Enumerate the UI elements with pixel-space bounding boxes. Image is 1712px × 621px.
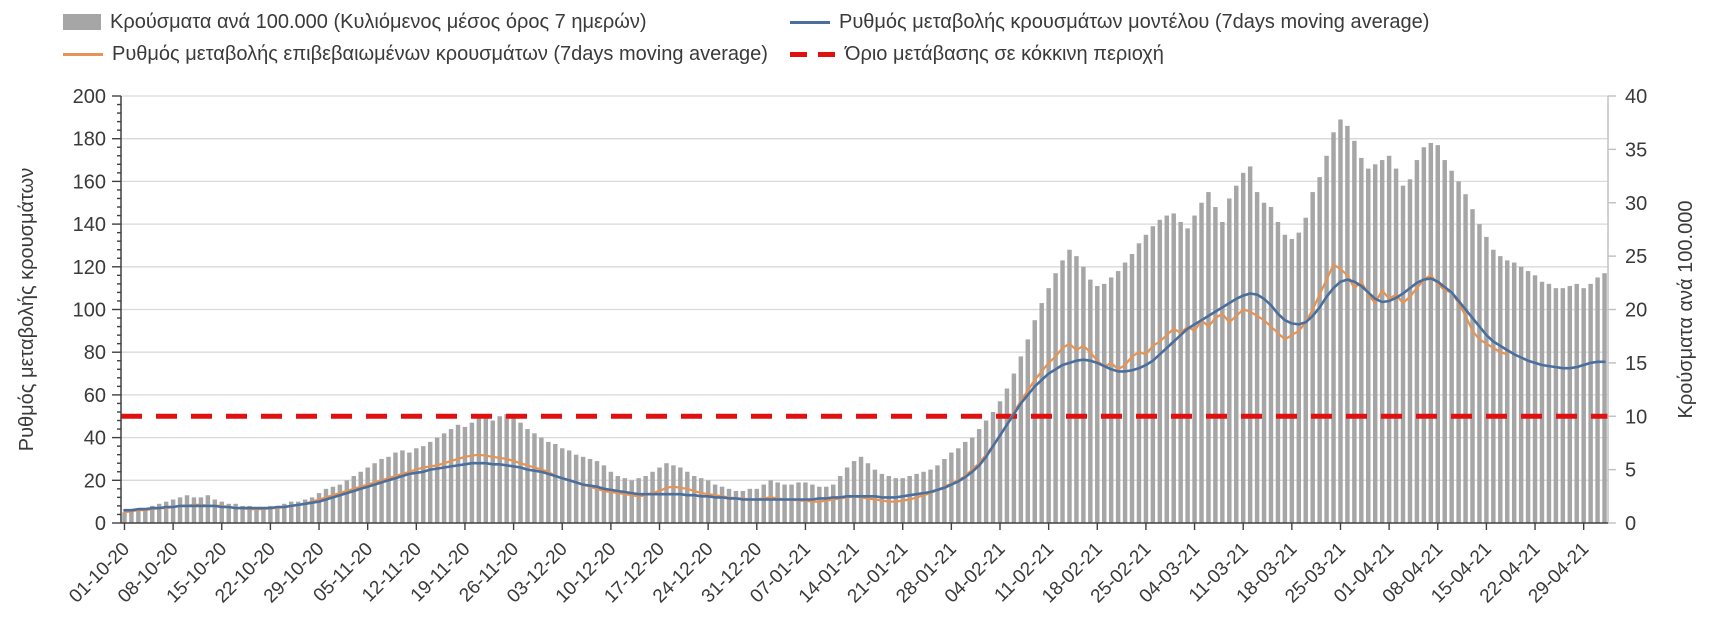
y-left-tick-label: 20 [84,470,106,492]
gridlines [121,95,1608,481]
y-left-tick-label: 140 [73,214,106,236]
x-axis: 01-10-2008-10-2015-10-2022-10-2029-10-20… [65,522,1608,607]
legend-item-model-rate: Ρυθμός μεταβολής κρουσμάτων μοντέλου (7d… [790,11,1429,34]
legend-label-cases-bars: Κρούσματα ανά 100.000 (Κυλιόμενος μέσος … [110,10,647,33]
legend-row-2: Ρυθμός μεταβολής επιβεβαιωμένων κρουσμάτ… [63,40,768,68]
y-axis-left-title: Ρυθμός μεταβολής κρουσμάτων [16,168,38,452]
y-right-tick-label: 15 [1625,353,1647,375]
legend-row-1: Κρούσματα ανά 100.000 (Κυλιόμενος μέσος … [63,8,647,36]
y-left-tick-label: 100 [73,300,106,322]
legend-label-confirmed-rate: Ρυθμός μεταβολής επιβεβαιωμένων κρουσμάτ… [112,42,768,65]
threshold-dash-swatch-icon [790,51,836,57]
legend-item-confirmed-rate: Ρυθμός μεταβολής επιβεβαιωμένων κρουσμάτ… [63,43,768,66]
y-left-tick-label: 200 [73,86,106,108]
y-right-tick-label: 40 [1625,86,1647,108]
legend-label-threshold: Όριο μετάβασης σε κόκκινη περιοχή [845,42,1164,65]
y-axis-right-title: Κρούσματα ανά 100.000 [1675,201,1697,419]
y-left-tick-label: 160 [73,171,106,193]
y-right-tick-label: 0 [1625,513,1636,535]
y-right-tick-label: 35 [1625,139,1647,161]
confirmed-line [123,263,1509,514]
legend-row-2-col-2: Όριο μετάβασης σε κόκκινη περιοχή [790,40,1164,68]
legend-label-model-rate: Ρυθμός μεταβολής κρουσμάτων μοντέλου (7d… [839,10,1430,33]
legend-row-1-col-2: Ρυθμός μεταβολής κρουσμάτων μοντέλου (7d… [790,8,1429,36]
y-left-tick-label: 0 [95,513,106,535]
bars-series [122,119,1607,524]
y-right-tick-label: 25 [1625,246,1647,268]
y-left-tick-label: 180 [73,129,106,151]
model-line [123,277,1606,512]
y-right-tick-label: 5 [1625,460,1636,482]
y-axis-right: 0 5 10 15 20 25 30 35 40 [1607,86,1647,535]
y-left-tick-label: 80 [84,342,106,364]
model-line-swatch-icon [790,20,830,24]
legend-item-threshold: Όριο μετάβασης σε κόκκινη περιοχή [790,43,1164,66]
y-axis-left: 0 20 40 60 80 100 120 140 160 180 200 [73,86,122,535]
y-left-tick-label: 120 [73,257,106,279]
confirmed-line-swatch-icon [63,52,103,56]
y-right-tick-label: 10 [1625,406,1647,428]
y-left-tick-label: 60 [84,385,106,407]
y-left-tick-label: 40 [84,428,106,450]
bars-swatch-icon [63,14,101,30]
legend-item-cases-bars: Κρούσματα ανά 100.000 (Κυλιόμενος μέσος … [63,11,647,34]
y-right-tick-label: 30 [1625,193,1647,215]
y-right-tick-label: 20 [1625,300,1647,322]
